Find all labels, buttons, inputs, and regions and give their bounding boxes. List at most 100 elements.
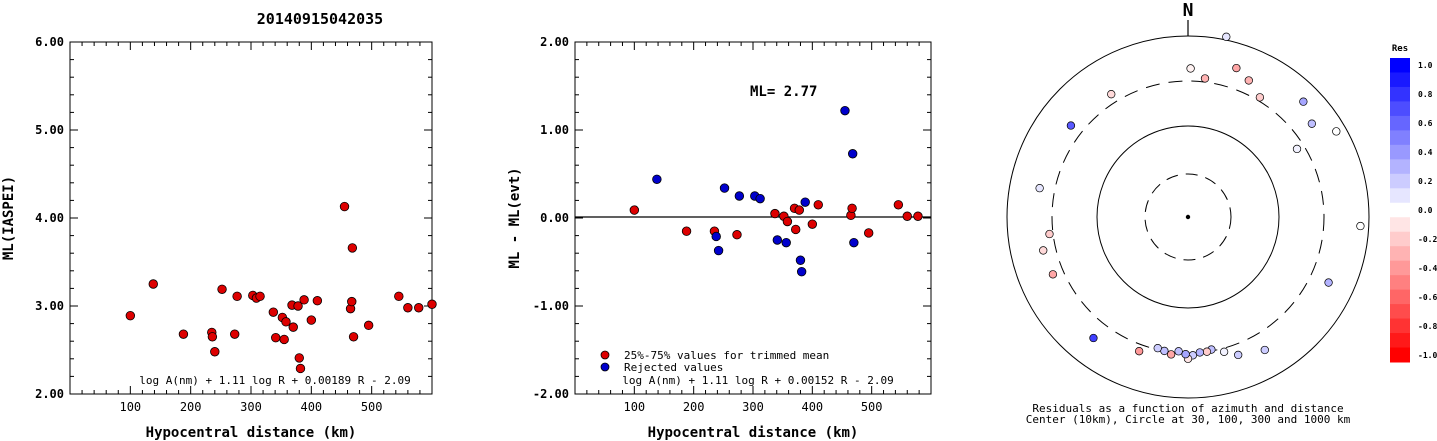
trimmed-point — [210, 347, 220, 357]
trimmed-point — [794, 205, 804, 215]
trimmed-point — [339, 201, 350, 212]
y-axis-label: ML - ML(evt) — [507, 167, 523, 268]
trimmed-point — [732, 230, 742, 240]
station-residual-point — [1186, 64, 1195, 73]
residual-vs-distance-panel: -2.00 -1.00 0.00 1.00 2.00 100 200 300 400 500 ML… — [507, 35, 932, 441]
y-tick-label: 5.00 — [35, 123, 64, 137]
x-tick-label: 400 — [801, 400, 823, 414]
station-residual-point — [1299, 97, 1308, 106]
station-residual-point — [1292, 144, 1302, 154]
rejected-point — [781, 237, 791, 248]
colorbar-cell — [1390, 202, 1410, 218]
rejected-point — [795, 255, 806, 265]
trimmed-point — [293, 301, 303, 311]
station-residual-point — [1089, 333, 1098, 343]
station-residual-point — [1332, 127, 1341, 136]
rejected-point — [847, 149, 858, 159]
colorbar-tick-labels: 1.0 0.8 0.6 0.4 0.2 0.0 -0.2 -0.4 -0.6 -0.8 -1.0 — [1418, 61, 1437, 360]
colorbar-cell — [1390, 130, 1410, 146]
station-residual-point — [1166, 350, 1176, 359]
station-residual-point — [1181, 350, 1190, 359]
station-residual-points — [1035, 32, 1365, 363]
colorbar-cell — [1390, 275, 1410, 291]
colorbar-cells — [1390, 58, 1410, 363]
station-residual-point — [1035, 184, 1044, 193]
circle-100km — [1096, 125, 1280, 309]
colorbar-tick-label: -0.4 — [1418, 264, 1437, 273]
trimmed-point — [363, 320, 374, 331]
attenuation-formula: log A(nm) + 1.11 log R + 0.00189 R - 2.0… — [139, 374, 411, 387]
colorbar-tick-label: -1.0 — [1418, 351, 1437, 360]
colorbar-cell — [1390, 159, 1410, 175]
trimmed-point — [255, 291, 265, 302]
station-residual-point — [1153, 344, 1162, 353]
rejected-point — [840, 105, 850, 116]
figure-title: 20140915042035 — [257, 10, 383, 28]
trimmed-point — [347, 243, 358, 253]
polar-caption-line2: Center (10km), Circle at 30, 100, 300 an… — [1026, 413, 1351, 426]
rejected-point — [652, 174, 662, 184]
attenuation-formula: log A(nm) + 1.11 log R + 0.00152 R - 2.0… — [622, 374, 894, 387]
trimmed-point — [681, 226, 692, 236]
rejected-point — [719, 183, 730, 193]
colorbar-cell — [1390, 188, 1410, 204]
trimmed-point — [403, 303, 413, 313]
trimmed-point — [348, 332, 359, 342]
colorbar-tick-label: -0.2 — [1418, 235, 1437, 244]
circle-30km — [1144, 173, 1232, 261]
station-residual-point — [1255, 93, 1265, 102]
colorbar-tick-label: 1.0 — [1418, 61, 1433, 70]
rejected-point — [734, 191, 745, 201]
station-residual-point — [1222, 32, 1231, 41]
colorbar-cell — [1390, 289, 1410, 305]
rejected-point — [772, 235, 783, 245]
ml-vs-distance-panel: 2.00 3.00 4.00 5.00 6.00 100 200 300 400 500 log … — [1, 35, 437, 441]
trimmed-point — [294, 353, 304, 363]
trimmed-point — [864, 228, 874, 238]
station-residual-point — [1260, 345, 1269, 355]
x-tick-label: 400 — [300, 400, 322, 414]
rejected-point — [713, 245, 724, 256]
trimmed-point — [268, 307, 279, 317]
y-tick-label: 0.00 — [540, 211, 569, 225]
x-tick-label: 300 — [742, 400, 764, 414]
x-tick-label: 100 — [119, 400, 141, 414]
station-residual-point — [1200, 74, 1210, 83]
colorbar-cell — [1390, 217, 1410, 233]
data-points — [125, 201, 437, 374]
colorbar-cell — [1390, 58, 1410, 73]
trimmed-point — [312, 296, 323, 306]
colorbar-cell — [1390, 333, 1410, 349]
y-tick-label: 3.00 — [35, 299, 64, 313]
station-residual-point — [1048, 270, 1058, 279]
trimmed-point — [813, 200, 823, 210]
colorbar-cell — [1390, 115, 1410, 131]
trimmed-point — [271, 332, 281, 343]
colorbar-title: Res — [1392, 44, 1408, 54]
station-residual-point — [1107, 90, 1116, 99]
x-axis-label: Hypocentral distance (km) — [146, 425, 357, 441]
station-residual-point — [1174, 347, 1183, 356]
trimmed-point — [629, 205, 640, 215]
colorbar-cell — [1390, 231, 1410, 247]
colorbar-cell — [1390, 347, 1410, 363]
x-tick-label: 500 — [861, 400, 883, 414]
residual-colorbar: Res 1.0 0.8 0.6 0.4 0.2 0.0 -0.2 -0.4 -0.6 -0.8 -1… — [1390, 44, 1437, 363]
trimmed-point — [394, 291, 404, 302]
y-tick-label: -2.00 — [533, 387, 569, 401]
colorbar-tick-label: 0.4 — [1418, 148, 1433, 157]
station-residual-point — [1039, 246, 1048, 255]
trimmed-point — [306, 315, 317, 325]
x-axis-label: Hypocentral distance (km) — [648, 425, 859, 441]
station-residual-point — [1324, 278, 1333, 287]
trimmed-point — [148, 279, 158, 289]
axis-ticks: -2.00 -1.00 0.00 1.00 2.00 100 200 300 400 500 — [533, 35, 931, 414]
x-tick-label: 500 — [361, 400, 383, 414]
station-residual-point — [1045, 229, 1054, 239]
ml-value-label: ML= 2.77 — [750, 84, 817, 100]
y-tick-label: 1.00 — [540, 123, 569, 137]
station-residual-point — [1219, 347, 1229, 356]
rejected-point — [796, 266, 807, 277]
colorbar-tick-label: -0.8 — [1418, 322, 1437, 331]
